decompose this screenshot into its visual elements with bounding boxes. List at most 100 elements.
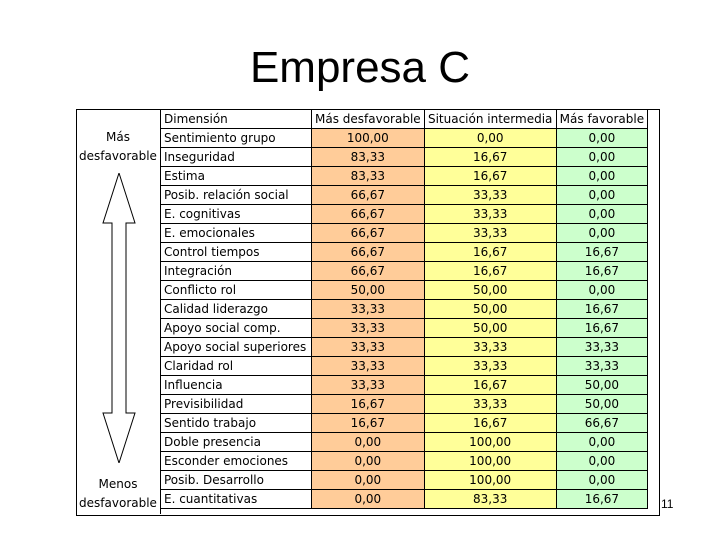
table-row: Influencia 33,33 16,67 50,00: [160, 375, 649, 395]
cell-mas-desfavorable: 0,00: [311, 451, 425, 471]
cell-dimension: E. cognitivas: [160, 204, 312, 224]
header-situacion-intermedia: Situación intermedia: [423, 109, 557, 129]
table-row: Estima 83,33 16,67 0,00: [160, 166, 649, 186]
header-mas-favorable: Más favorable: [555, 109, 649, 129]
cell-dimension: Apoyo social comp.: [160, 318, 312, 338]
cell-situacion-intermedia: 16,67: [423, 375, 557, 395]
cell-dimension: Estima: [160, 166, 312, 186]
cell-dimension: E. emocionales: [160, 223, 312, 243]
cell-mas-desfavorable: 66,67: [311, 204, 425, 224]
cell-mas-desfavorable: 33,33: [311, 356, 425, 376]
cell-dimension: Calidad liderazgo: [160, 299, 312, 319]
scale-label-top: Más desfavorable: [76, 128, 160, 166]
table-row: E. cognitivas 66,67 33,33 0,00: [160, 204, 649, 224]
cell-mas-favorable: 0,00: [555, 432, 649, 452]
table-row: Calidad liderazgo 33,33 50,00 16,67: [160, 299, 649, 319]
table-row: Doble presencia 0,00 100,00 0,00: [160, 432, 649, 452]
cell-situacion-intermedia: 33,33: [423, 356, 557, 376]
cell-mas-favorable: 0,00: [555, 128, 649, 148]
scale-label-bottom-line1: Menos: [98, 477, 138, 491]
cell-mas-favorable: 0,00: [555, 470, 649, 490]
cell-dimension: Claridad rol: [160, 356, 312, 376]
cell-mas-favorable: 0,00: [555, 166, 649, 186]
cell-mas-favorable: 50,00: [555, 394, 649, 414]
cell-situacion-intermedia: 16,67: [423, 166, 557, 186]
scale-label-bottom: Menos desfavorable: [76, 475, 160, 513]
cell-situacion-intermedia: 16,67: [423, 261, 557, 281]
cell-situacion-intermedia: 16,67: [423, 242, 557, 262]
cell-mas-desfavorable: 66,67: [311, 242, 425, 262]
cell-mas-favorable: 0,00: [555, 147, 649, 167]
cell-situacion-intermedia: 100,00: [423, 432, 557, 452]
slide-number: 11: [661, 497, 674, 511]
cell-mas-desfavorable: 50,00: [311, 280, 425, 300]
table-row: Control tiempos 66,67 16,67 16,67: [160, 242, 649, 262]
cell-mas-desfavorable: 0,00: [311, 489, 425, 509]
cell-dimension: Influencia: [160, 375, 312, 395]
cell-dimension: Sentimiento grupo: [160, 128, 312, 148]
cell-situacion-intermedia: 33,33: [423, 204, 557, 224]
cell-mas-favorable: 50,00: [555, 375, 649, 395]
cell-mas-favorable: 0,00: [555, 451, 649, 471]
cell-mas-favorable: 33,33: [555, 356, 649, 376]
cell-dimension: Previsibilidad: [160, 394, 312, 414]
table-row: Apoyo social comp. 33,33 50,00 16,67: [160, 318, 649, 338]
cell-dimension: Posib. relación social: [160, 185, 312, 205]
table-row: Posib. relación social 66,67 33,33 0,00: [160, 185, 649, 205]
scale-label-bottom-line2: desfavorable: [79, 496, 157, 510]
cell-dimension: Integración: [160, 261, 312, 281]
cell-mas-desfavorable: 83,33: [311, 147, 425, 167]
cell-situacion-intermedia: 100,00: [423, 451, 557, 471]
cell-mas-desfavorable: 100,00: [311, 128, 425, 148]
cell-mas-favorable: 0,00: [555, 223, 649, 243]
cell-situacion-intermedia: 33,33: [423, 185, 557, 205]
cell-mas-desfavorable: 83,33: [311, 166, 425, 186]
double-arrow-icon: [102, 173, 136, 463]
scale-label-top-line1: Más: [106, 130, 130, 144]
cell-mas-favorable: 16,67: [555, 318, 649, 338]
cell-situacion-intermedia: 100,00: [423, 470, 557, 490]
table-row: Sentimiento grupo 100,00 0,00 0,00: [160, 128, 649, 148]
cell-mas-desfavorable: 33,33: [311, 375, 425, 395]
cell-dimension: Control tiempos: [160, 242, 312, 262]
cell-mas-favorable: 0,00: [555, 204, 649, 224]
cell-dimension: Esconder emociones: [160, 451, 312, 471]
cell-mas-favorable: 16,67: [555, 242, 649, 262]
cell-situacion-intermedia: 50,00: [423, 299, 557, 319]
table-row: Claridad rol 33,33 33,33 33,33: [160, 356, 649, 376]
table-row: Apoyo social superiores 33,33 33,33 33,33: [160, 337, 649, 357]
cell-situacion-intermedia: 33,33: [423, 394, 557, 414]
cell-situacion-intermedia: 0,00: [423, 128, 557, 148]
table-body: Sentimiento grupo 100,00 0,00 0,00 Insegurid…: [160, 128, 649, 509]
cell-mas-desfavorable: 33,33: [311, 318, 425, 338]
cell-mas-favorable: 0,00: [555, 185, 649, 205]
cell-mas-desfavorable: 0,00: [311, 470, 425, 490]
cell-mas-favorable: 33,33: [555, 337, 649, 357]
cell-mas-favorable: 16,67: [555, 299, 649, 319]
cell-mas-favorable: 16,67: [555, 489, 649, 509]
table-row: Inseguridad 83,33 16,67 0,00: [160, 147, 649, 167]
cell-mas-desfavorable: 66,67: [311, 185, 425, 205]
page-title: Empresa C: [249, 43, 471, 92]
cell-mas-desfavorable: 16,67: [311, 394, 425, 414]
scale-label-top-line2: desfavorable: [79, 149, 157, 163]
cell-mas-favorable: 16,67: [555, 261, 649, 281]
table-row: Sentido trabajo 16,67 16,67 66,67: [160, 413, 649, 433]
cell-mas-desfavorable: 66,67: [311, 223, 425, 243]
cell-situacion-intermedia: 33,33: [423, 337, 557, 357]
cell-dimension: Inseguridad: [160, 147, 312, 167]
cell-mas-desfavorable: 16,67: [311, 413, 425, 433]
cell-situacion-intermedia: 83,33: [423, 489, 557, 509]
table-header-row: Dimensión Más desfavorable Situación int…: [160, 109, 649, 129]
table-row: Integración 66,67 16,67 16,67: [160, 261, 649, 281]
results-table: Dimensión Más desfavorable Situación int…: [160, 109, 649, 509]
cell-dimension: Posib. Desarrollo: [160, 470, 312, 490]
cell-situacion-intermedia: 33,33: [423, 223, 557, 243]
table-row: E. cuantitativas 0,00 83,33 16,67: [160, 489, 649, 509]
cell-situacion-intermedia: 16,67: [423, 147, 557, 167]
table-row: Previsibilidad 16,67 33,33 50,00: [160, 394, 649, 414]
cell-mas-favorable: 66,67: [555, 413, 649, 433]
cell-situacion-intermedia: 50,00: [423, 318, 557, 338]
table-row: E. emocionales 66,67 33,33 0,00: [160, 223, 649, 243]
cell-mas-desfavorable: 66,67: [311, 261, 425, 281]
